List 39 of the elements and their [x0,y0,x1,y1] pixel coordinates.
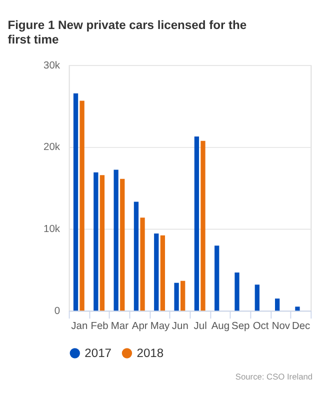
x-tick-label: Mar [110,320,130,332]
bar [174,282,179,311]
source-note: Source: CSO Ireland [235,372,313,382]
y-tick-label: 20k [44,142,61,154]
y-tick-label: 30k [44,60,61,72]
x-tick-label: Nov [272,320,291,332]
x-tick-label: Jun [172,320,189,332]
bar [214,246,220,311]
bar [100,175,105,311]
x-tick-label: Jan [71,320,88,332]
x-tick-label: Oct [252,320,269,332]
x-tick-label: Apr [132,320,148,332]
bar [200,140,206,311]
bar [94,172,98,311]
bar [160,235,166,311]
legend-label: 2018 [136,346,164,360]
x-tick-label: Dec [292,320,310,332]
bar [194,136,200,311]
x-tick-label: Jul [194,320,207,332]
bar [274,298,280,311]
bar [140,218,145,311]
bar [120,178,125,311]
x-tick-label: Sep [232,320,250,332]
bar [295,306,300,311]
bar [234,272,240,311]
bar [154,233,159,311]
bar [134,202,139,311]
bar [73,93,78,311]
bar [114,170,118,311]
x-tick-label: Feb [90,320,109,332]
bar [254,284,260,311]
chart-title: Figure 1 New private cars licensed for the first time [8,18,247,47]
legend-label: 2017 [84,346,112,360]
bar [80,100,84,311]
y-tick-label: 0 [54,306,60,317]
y-tick-label: 10k [44,224,61,236]
x-tick-label: Aug [211,320,230,332]
bar [180,280,186,311]
x-tick-label: May [150,320,171,332]
